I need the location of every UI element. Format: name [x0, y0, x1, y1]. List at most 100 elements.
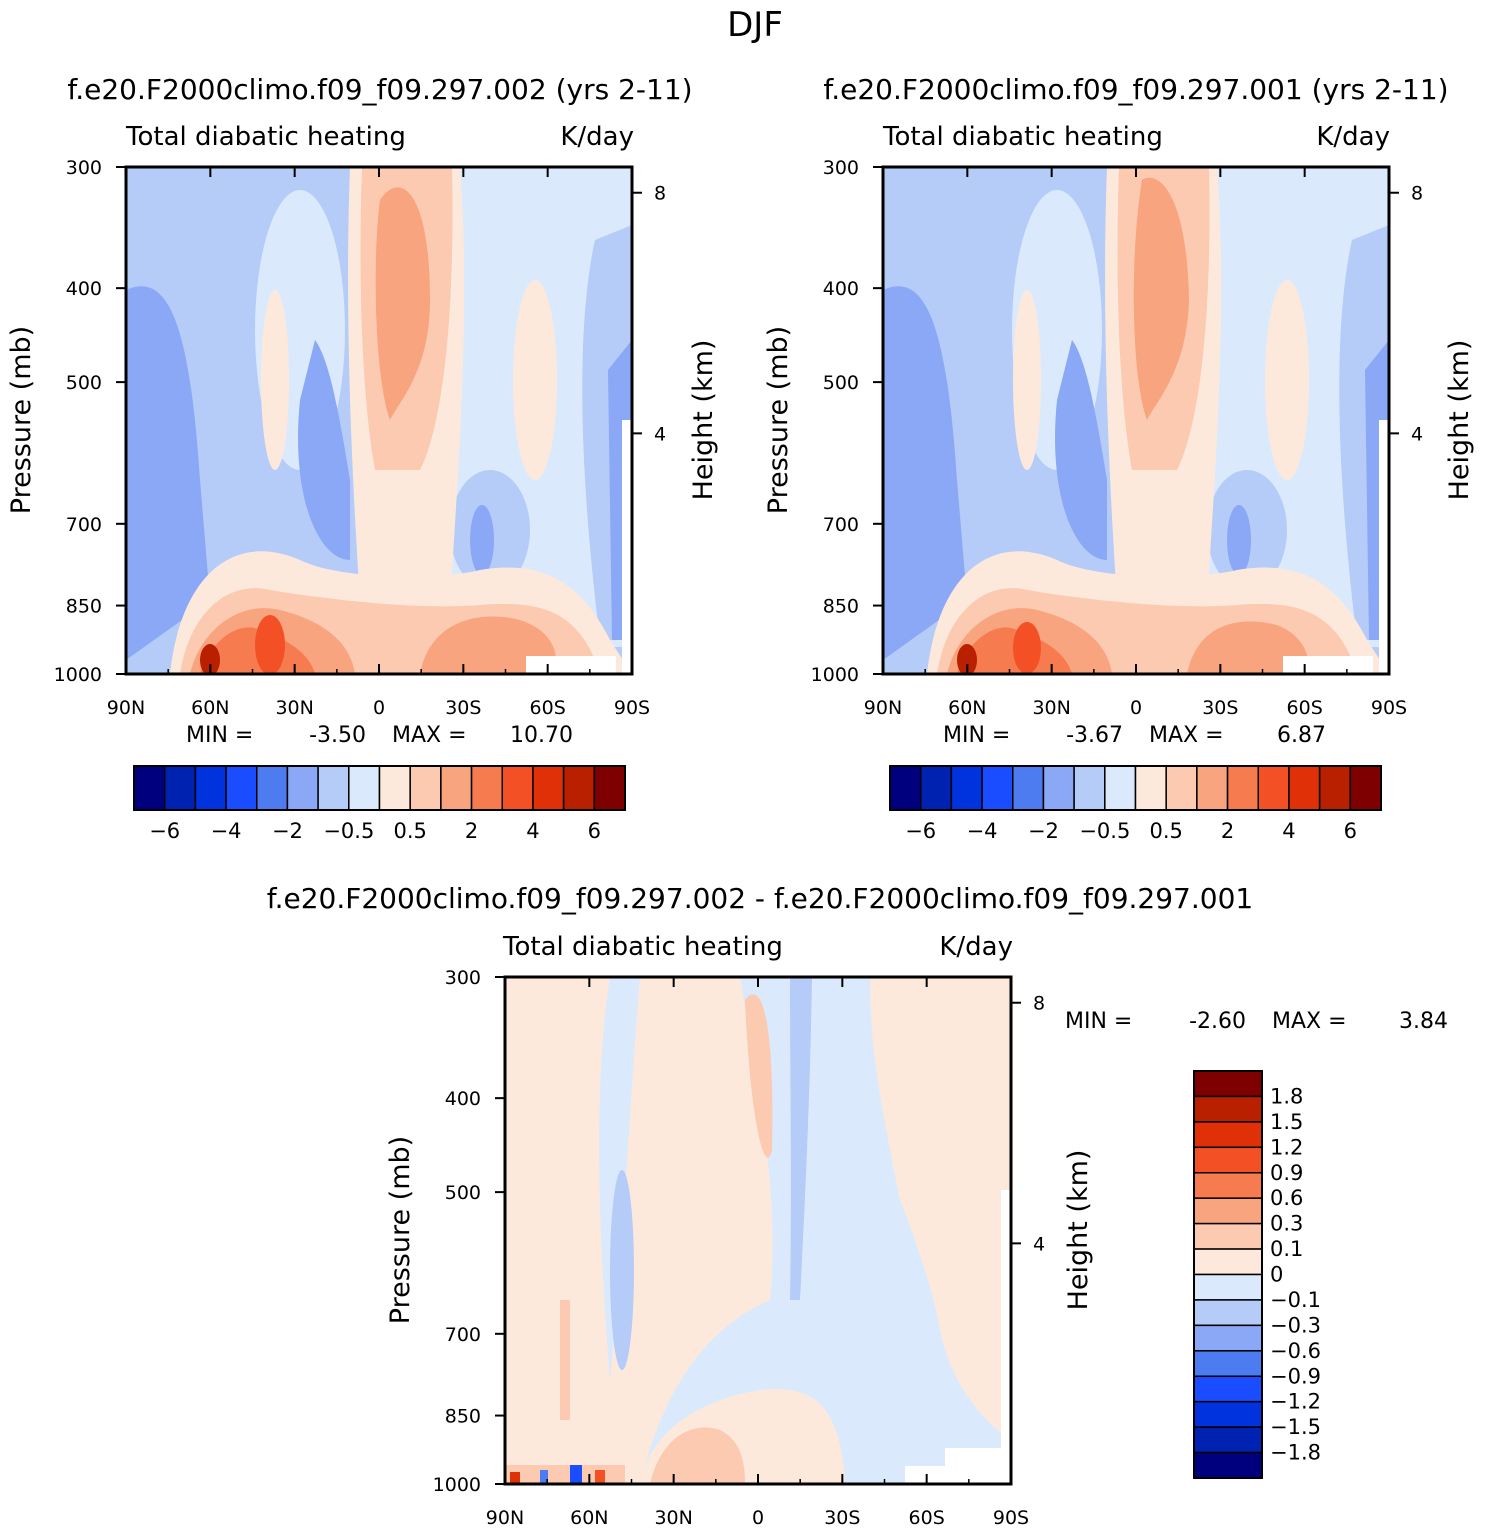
colorbar-label: −2 [1028, 819, 1059, 843]
x-tick-label: 90N [486, 1507, 524, 1529]
panel-a-title: f.e20.F2000climo.f09_f09.297.002 (yrs 2-… [67, 73, 692, 106]
colorbar-label: −6 [905, 819, 936, 843]
x-tick-label: 0 [1130, 697, 1142, 719]
contour-fill [650, 1427, 745, 1484]
colorbar-label: 2 [1221, 819, 1234, 843]
colorbar-swatch [378, 765, 411, 811]
contour-fill [1283, 656, 1373, 674]
x-tick-label: 0 [752, 1507, 764, 1529]
colorbar-label: −0.3 [1270, 1313, 1321, 1337]
colorbar-swatch [1288, 765, 1321, 811]
colorbar-label: 0.1 [1270, 1237, 1303, 1261]
colorbar-frame [889, 765, 1382, 811]
colorbar-swatch [1193, 1095, 1263, 1123]
colorbar-swatch [225, 765, 258, 811]
panel-c-contours [505, 977, 1011, 1484]
y-tick-label: 1000 [811, 664, 859, 686]
colorbar-label: −0.5 [323, 819, 374, 843]
colorbar-swatch [1193, 1197, 1263, 1225]
panel-b-colorbar: −6 −4 −2 −0.5 0.5 2 4 6 [889, 765, 1382, 843]
panel-c-max-value: 3.84 [1399, 1009, 1448, 1034]
colorbar-swatch [256, 765, 289, 811]
contour-fill [510, 1472, 520, 1484]
y2-tick-label: 8 [654, 183, 666, 205]
panel-a-max-value: 10.70 [510, 723, 573, 748]
colorbar-swatch [1193, 1172, 1263, 1199]
colorbar-swatch [133, 765, 166, 811]
contour-fill [957, 644, 977, 674]
panel-b-title: f.e20.F2000climo.f09_f09.297.001 (yrs 2-… [823, 73, 1448, 106]
panel-b-subtitle: Total diabatic heating [882, 122, 1163, 152]
colorbar-label: −1.2 [1270, 1390, 1321, 1414]
contour-fill [1227, 505, 1251, 575]
contour-fill [622, 420, 632, 674]
colorbar-swatch [1196, 765, 1229, 811]
colorbar-swatch [889, 765, 922, 811]
colorbar-label: 0.6 [1270, 1186, 1303, 1210]
x-tick-label: 60S [1287, 697, 1323, 719]
colorbar-label: −1.8 [1270, 1441, 1321, 1465]
colorbar-label: 4 [526, 819, 539, 843]
colorbar-swatch [1193, 1299, 1263, 1327]
colorbar-swatch [1193, 1400, 1263, 1428]
y-tick-label: 850 [66, 596, 102, 618]
colorbar-swatch [1193, 1222, 1263, 1250]
y-tick-label: 400 [445, 1088, 481, 1110]
y2-tick-label: 4 [1033, 1233, 1045, 1255]
colorbar-label: 1.2 [1270, 1135, 1303, 1159]
colorbar-label: −1.5 [1270, 1415, 1321, 1439]
panel-b-min-value: -3.67 [1066, 723, 1123, 748]
contour-fill [126, 286, 210, 660]
y-tick-label: 500 [823, 372, 859, 394]
contour-fill [570, 1465, 582, 1484]
colorbar-label: 1.5 [1270, 1110, 1303, 1134]
panel-a-subtitle: Total diabatic heating [125, 122, 406, 152]
colorbar-swatch [1193, 1146, 1263, 1174]
colorbar-label: −0.6 [1270, 1339, 1321, 1363]
contour-fill [375, 187, 430, 420]
colorbar-label: 0.3 [1270, 1212, 1303, 1236]
contour-fill [883, 286, 967, 660]
panel-a-min-label: MIN = [186, 723, 253, 748]
colorbar-swatch [1134, 765, 1167, 811]
panel-c-min-label: MIN = [1065, 1009, 1132, 1034]
panel-c-axes: 90N 60N 30N 0 30S 60S 90S 300 400 500 700 850 1000 8 4 [433, 967, 1045, 1529]
colorbar-swatch [440, 765, 473, 811]
panel-c-min-value: -2.60 [1189, 1009, 1246, 1034]
contour-fill [1055, 340, 1107, 560]
x-tick-label: 60N [191, 697, 229, 719]
y-tick-label: 850 [445, 1406, 481, 1428]
colorbar-swatch [1165, 765, 1198, 811]
panel-c-units: K/day [939, 932, 1013, 962]
colorbar-swatch [1012, 765, 1045, 811]
colorbar-label: 1.8 [1270, 1084, 1303, 1108]
panel-c-max-label: MAX = [1272, 1009, 1347, 1034]
contour-fill [505, 977, 620, 1484]
colorbar-swatch [1193, 1451, 1263, 1479]
panel-b: f.e20.F2000climo.f09_f09.297.001 (yrs 2-… [763, 73, 1475, 843]
x-tick-label: 60N [570, 1507, 608, 1529]
contour-fill [610, 1170, 634, 1370]
panel-a: f.e20.F2000climo.f09_f09.297.002 (yrs 2-… [6, 73, 719, 843]
colorbar-swatch [532, 765, 565, 811]
panel-b-axes: 90N 60N 30N 0 30S 60S 90S 300 400 500 700 850 1000 8 4 [811, 157, 1423, 719]
y-tick-label: 700 [445, 1324, 481, 1346]
colorbar-label: 6 [588, 819, 601, 843]
x-tick-label: 60S [909, 1507, 945, 1529]
colorbar-label: −4 [211, 819, 242, 843]
colorbar-swatch [1193, 1273, 1263, 1301]
colorbar-swatch [1193, 1324, 1263, 1352]
y-tick-label: 700 [66, 514, 102, 536]
colorbar-swatch [593, 765, 626, 811]
x-tick-label: 30S [824, 1507, 860, 1529]
y-tick-label: 300 [823, 157, 859, 179]
contour-fill [261, 290, 289, 470]
panel-a-units: K/day [560, 122, 634, 152]
contour-fill [540, 1470, 548, 1484]
colorbar-swatch [470, 765, 503, 811]
y2-tick-label: 4 [1411, 423, 1423, 445]
colorbar-swatch [286, 765, 319, 811]
contour-fill [595, 1470, 605, 1484]
colorbar-label: 2 [465, 819, 478, 843]
colorbar-label: 4 [1282, 819, 1295, 843]
